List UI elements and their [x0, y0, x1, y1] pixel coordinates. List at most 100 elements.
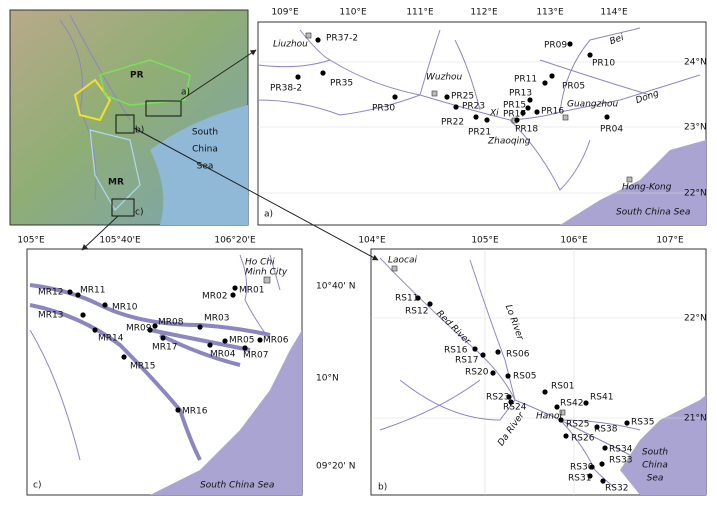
station-dot [197, 324, 203, 330]
station-dot [147, 327, 153, 333]
station-dot [480, 352, 486, 358]
station-label: PR23 [462, 102, 485, 112]
lon-tick-label: 105°40'E [99, 236, 141, 246]
lat-tick-label: 09°20' N [316, 462, 355, 472]
station-label: PR25 [451, 92, 474, 102]
station-label: RS25 [566, 420, 589, 430]
station-label: PR05 [562, 82, 585, 92]
inset-label: a) [181, 88, 190, 98]
station-dot [549, 73, 555, 79]
station-dot [232, 285, 238, 291]
station-dot [152, 323, 158, 329]
city-label: Guangzhou [567, 100, 619, 110]
lon-tick-label: 114°E [600, 8, 628, 18]
station-dot [75, 292, 81, 298]
overview-map [9, 9, 249, 226]
station-label: MR15 [130, 362, 155, 372]
sea-label: China [642, 461, 668, 471]
station-label: RS16 [444, 346, 468, 356]
station-dot [230, 292, 236, 298]
station-dot [587, 473, 593, 479]
station-dot [534, 109, 540, 115]
city-label: Ho Chi [245, 258, 275, 268]
station-dot [320, 70, 326, 76]
station-label: PR38-2 [270, 84, 302, 94]
panel-a [257, 21, 707, 226]
city-label: Hanoi [536, 412, 562, 422]
station-label: RS12 [405, 307, 428, 317]
sea-label: South [642, 448, 668, 458]
station-dot [222, 338, 228, 344]
station-label: MR08 [158, 318, 184, 328]
station-label: MR16 [182, 407, 208, 417]
station-label: MR17 [152, 343, 177, 353]
sea-label: China [192, 145, 218, 155]
station-label: MR13 [38, 311, 63, 321]
station-label: PR15 [503, 101, 526, 111]
lon-tick-label: 106°E [560, 236, 588, 246]
station-dot [567, 41, 573, 47]
river-label: Bei [608, 33, 625, 47]
station-label: RS06 [506, 350, 530, 360]
station-dot [624, 420, 630, 426]
station-dot [558, 417, 564, 423]
station-dot [444, 94, 450, 100]
city-label: Laocai [388, 256, 417, 266]
station-dot [453, 104, 459, 110]
station-label: PR11 [514, 75, 537, 85]
station-label: PR35 [330, 79, 353, 89]
lat-tick-label: 22°N [684, 189, 707, 199]
station-label: RS35 [631, 418, 654, 428]
station-dot [525, 105, 531, 111]
station-dot [121, 354, 127, 360]
station-label: RS33 [609, 456, 632, 466]
station-dot [484, 117, 490, 123]
lat-tick-label: 10°40' N [316, 282, 355, 292]
station-label: RS30 [570, 463, 594, 473]
sea-label: South China Sea [616, 208, 690, 218]
station-label: RS31 [568, 474, 591, 484]
station-label: RS20 [465, 368, 489, 378]
station-dot [514, 117, 520, 123]
station-dot [602, 445, 608, 451]
station-label: PR16 [541, 107, 564, 117]
station-label: MR04 [210, 350, 236, 360]
station-dot [242, 345, 248, 351]
station-dot [587, 52, 593, 58]
lat-tick-label: 10°N [316, 374, 339, 384]
city-label: Minh City [245, 268, 288, 278]
panel-label: c) [33, 481, 41, 491]
station-dot [506, 394, 512, 400]
arrow [133, 127, 379, 261]
station-label: MR07 [243, 351, 268, 361]
station-label: RS41 [590, 393, 613, 403]
lon-tick-label: 109°E [271, 8, 299, 18]
station-label: RS24 [503, 403, 527, 413]
station-dot [583, 400, 589, 406]
station-dot [600, 478, 606, 484]
station-dot [563, 433, 569, 439]
station-dot [392, 94, 398, 100]
station-label: PR18 [515, 125, 538, 135]
sea-label: Sea [647, 474, 664, 484]
basin-label: PR [130, 71, 144, 81]
station-dot [315, 37, 321, 43]
station-dot [207, 342, 213, 348]
station-dot [520, 110, 526, 116]
station-label: MR12 [38, 288, 63, 298]
station-dot [527, 97, 533, 103]
panel-label: b) [378, 483, 387, 493]
station-dot [490, 370, 496, 376]
station-label: RS05 [513, 372, 536, 382]
inset-label: b) [135, 126, 144, 136]
station-dot [160, 335, 166, 341]
station-dot [554, 404, 560, 410]
lon-tick-label: 104°E [358, 236, 386, 246]
station-dot [599, 461, 605, 467]
city-label: Hong-Kong [622, 183, 672, 193]
station-dot [589, 464, 595, 470]
lon-tick-label: 105°E [471, 236, 499, 246]
station-label: PR22 [441, 118, 464, 128]
station-dot [295, 74, 301, 80]
